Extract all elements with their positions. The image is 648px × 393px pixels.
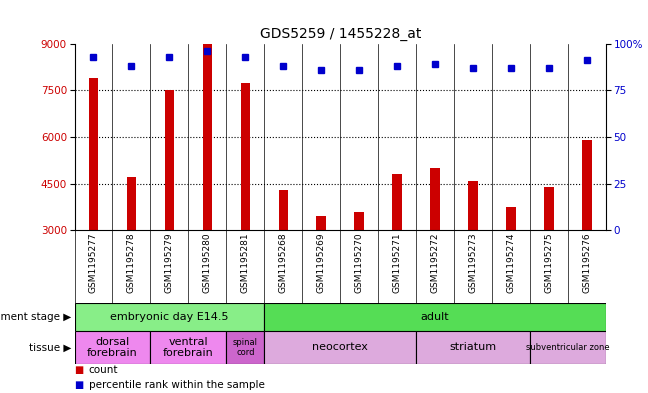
Bar <box>279 190 288 230</box>
Bar <box>430 168 440 230</box>
Text: embryonic day E14.5: embryonic day E14.5 <box>110 312 229 322</box>
Bar <box>75 331 150 364</box>
Bar <box>89 78 98 230</box>
Bar <box>226 331 264 364</box>
Text: spinal
cord: spinal cord <box>233 338 258 357</box>
Bar <box>264 331 416 364</box>
Title: GDS5259 / 1455228_at: GDS5259 / 1455228_at <box>259 27 421 41</box>
Bar <box>165 90 174 230</box>
Text: striatum: striatum <box>450 342 496 353</box>
Bar <box>582 140 592 230</box>
Text: ■: ■ <box>75 380 84 390</box>
Text: GSM1195281: GSM1195281 <box>241 233 250 293</box>
Bar <box>469 180 478 230</box>
Text: GSM1195271: GSM1195271 <box>393 233 402 293</box>
Bar <box>506 207 516 230</box>
Bar <box>393 174 402 230</box>
Text: neocortex: neocortex <box>312 342 368 353</box>
Text: GSM1195274: GSM1195274 <box>507 233 516 293</box>
Text: tissue ▶: tissue ▶ <box>29 342 71 353</box>
Bar <box>203 44 212 230</box>
Text: GSM1195278: GSM1195278 <box>127 233 136 293</box>
Text: adult: adult <box>421 312 450 322</box>
Bar <box>354 211 364 230</box>
Text: dorsal
forebrain: dorsal forebrain <box>87 337 138 358</box>
Bar <box>264 303 606 331</box>
Bar <box>316 216 326 230</box>
Text: GSM1195268: GSM1195268 <box>279 233 288 293</box>
Text: GSM1195277: GSM1195277 <box>89 233 98 293</box>
Text: GSM1195275: GSM1195275 <box>544 233 553 293</box>
Bar <box>127 177 136 230</box>
Text: GSM1195279: GSM1195279 <box>165 233 174 293</box>
Text: GSM1195276: GSM1195276 <box>583 233 592 293</box>
Bar <box>544 187 553 230</box>
Text: ■: ■ <box>75 365 84 375</box>
Text: GSM1195269: GSM1195269 <box>317 233 326 293</box>
Text: ventral
forebrain: ventral forebrain <box>163 337 214 358</box>
Bar <box>240 83 250 230</box>
Text: GSM1195273: GSM1195273 <box>469 233 478 293</box>
Bar <box>75 303 264 331</box>
Bar <box>530 331 606 364</box>
Text: GSM1195280: GSM1195280 <box>203 233 212 293</box>
Text: development stage ▶: development stage ▶ <box>0 312 71 322</box>
Text: subventricular zone: subventricular zone <box>526 343 610 352</box>
Text: GSM1195270: GSM1195270 <box>354 233 364 293</box>
Bar <box>150 331 226 364</box>
Text: GSM1195272: GSM1195272 <box>430 233 439 293</box>
Text: percentile rank within the sample: percentile rank within the sample <box>89 380 264 390</box>
Bar <box>416 331 530 364</box>
Text: count: count <box>89 365 119 375</box>
